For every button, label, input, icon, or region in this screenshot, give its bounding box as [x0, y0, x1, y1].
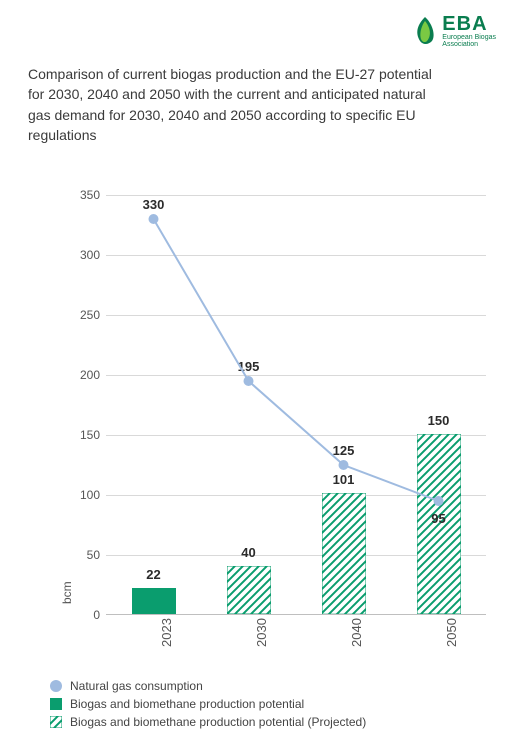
logo-abbr: EBA	[442, 14, 496, 34]
line-marker	[339, 460, 349, 470]
y-axis-label: bcm	[60, 582, 74, 605]
logo-text: EBA European Biogas Association	[442, 14, 496, 48]
line-marker	[149, 214, 159, 224]
x-tick: 2023	[158, 618, 173, 647]
legend-item: Biogas and biomethane production potenti…	[50, 715, 494, 729]
chart: bcm 050100150200250300350224010115020232…	[66, 195, 496, 665]
eba-logo: EBA European Biogas Association	[412, 14, 496, 48]
y-tick: 300	[66, 248, 100, 262]
legend-swatch	[50, 680, 62, 692]
y-tick: 50	[66, 548, 100, 562]
y-tick: 150	[66, 428, 100, 442]
legend: Natural gas consumption Biogas and biomet…	[50, 679, 494, 729]
legend-swatch	[50, 698, 62, 710]
legend-item: Biogas and biomethane production potenti…	[50, 697, 494, 711]
x-tick: 2040	[348, 618, 363, 647]
legend-label: Natural gas consumption	[70, 679, 203, 693]
y-tick: 250	[66, 308, 100, 322]
y-tick: 100	[66, 488, 100, 502]
y-tick: 350	[66, 188, 100, 202]
x-tick: 2050	[443, 618, 458, 647]
logo-sub2: Association	[442, 41, 496, 48]
legend-label: Biogas and biomethane production potenti…	[70, 697, 304, 711]
legend-label: Biogas and biomethane production potenti…	[70, 715, 366, 729]
chart-title: Comparison of current biogas production …	[28, 64, 448, 145]
line-marker	[244, 376, 254, 386]
legend-swatch	[50, 716, 62, 728]
line-marker	[434, 496, 444, 506]
legend-item: Natural gas consumption	[50, 679, 494, 693]
y-tick: 0	[66, 608, 100, 622]
logo-sub1: European Biogas	[442, 34, 496, 41]
leaf-icon	[412, 15, 438, 47]
y-tick: 200	[66, 368, 100, 382]
x-tick: 2030	[253, 618, 268, 647]
plot-area: bcm 050100150200250300350224010115020232…	[106, 195, 486, 615]
line-overlay	[106, 195, 486, 615]
